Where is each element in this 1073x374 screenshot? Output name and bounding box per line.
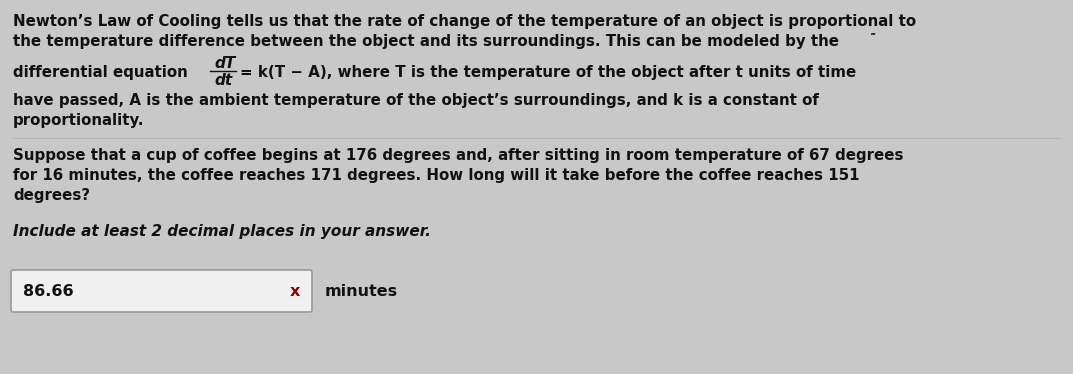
Text: have passed, A is the ambient temperature of the object’s surroundings, and k is: have passed, A is the ambient temperatur…: [13, 93, 819, 108]
Text: 86.66: 86.66: [23, 283, 74, 298]
Text: minutes: minutes: [325, 283, 398, 298]
Text: the temperature difference between the object and its surroundings. This can be : the temperature difference between the o…: [13, 34, 839, 49]
Text: = k(T − A), where T is the temperature of the object after t units of time: = k(T − A), where T is the temperature o…: [240, 64, 856, 80]
Text: proportionality.: proportionality.: [13, 113, 145, 128]
Text: dt: dt: [214, 73, 232, 88]
Text: Suppose that a cup of coffee begins at 176 degrees and, after sitting in room te: Suppose that a cup of coffee begins at 1…: [13, 148, 903, 163]
FancyBboxPatch shape: [11, 270, 312, 312]
Text: Newton’s Law of Cooling tells us that the rate of change of the temperature of a: Newton’s Law of Cooling tells us that th…: [13, 14, 916, 29]
Text: ˜: ˜: [870, 32, 877, 45]
Text: degrees?: degrees?: [13, 188, 90, 203]
Text: Include at least 2 decimal places in your answer.: Include at least 2 decimal places in you…: [13, 224, 431, 239]
Text: differential equation: differential equation: [13, 64, 188, 80]
Text: dT: dT: [214, 56, 235, 71]
Text: x: x: [290, 283, 300, 298]
Text: for 16 minutes, the coffee reaches 171 degrees. How long will it take before the: for 16 minutes, the coffee reaches 171 d…: [13, 168, 859, 183]
